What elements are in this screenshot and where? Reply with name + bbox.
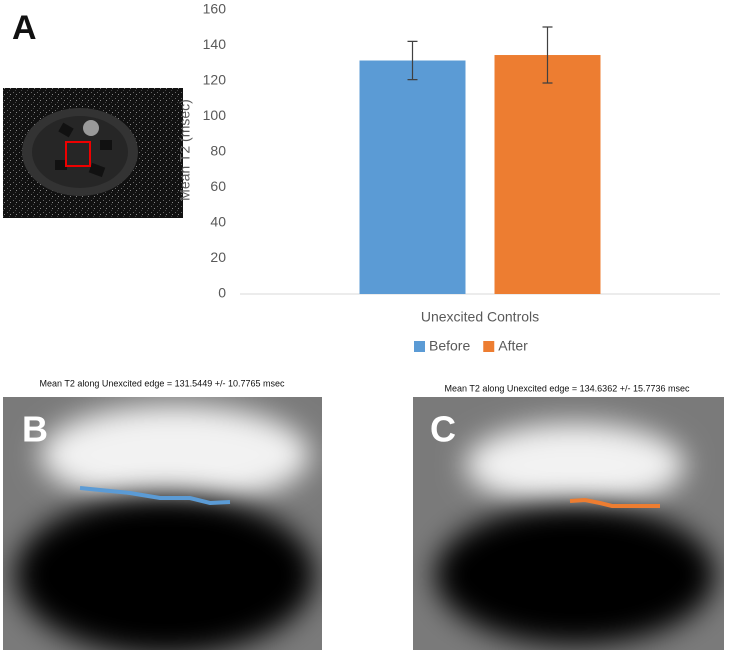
image-c [413, 397, 724, 650]
y-tick-label: 80 [210, 143, 226, 159]
y-tick-label: 20 [210, 249, 226, 265]
bar [360, 61, 466, 294]
panel-label: B [22, 409, 48, 450]
y-tick-label: 160 [203, 1, 227, 17]
y-tick-label: 0 [218, 285, 226, 301]
y-tick-label: 120 [203, 72, 227, 88]
legend-label: After [498, 338, 528, 354]
caption: Mean T2 along Unexcited edge = 131.5449 … [39, 378, 285, 388]
y-tick-label: 60 [210, 178, 226, 194]
legend-label: Before [429, 338, 470, 354]
y-tick-label: 40 [210, 214, 226, 230]
thumbnail [3, 88, 183, 218]
panel-label: A [12, 9, 37, 47]
bar [495, 55, 601, 294]
figure: A Mean T2 (msec) Mean T2 along Unexcited… [0, 0, 729, 652]
caption: Mean T2 along Unexcited edge = 134.6362 … [444, 383, 690, 393]
y-axis-title: Mean T2 (msec) [177, 99, 193, 201]
y-tick-label: 100 [203, 107, 227, 123]
x-tick-label: Unexcited Controls [421, 309, 539, 325]
legend-swatch [483, 341, 494, 352]
panel-label: C [430, 409, 456, 450]
legend-swatch [414, 341, 425, 352]
y-tick-label: 140 [203, 36, 227, 52]
image-b [3, 397, 322, 652]
